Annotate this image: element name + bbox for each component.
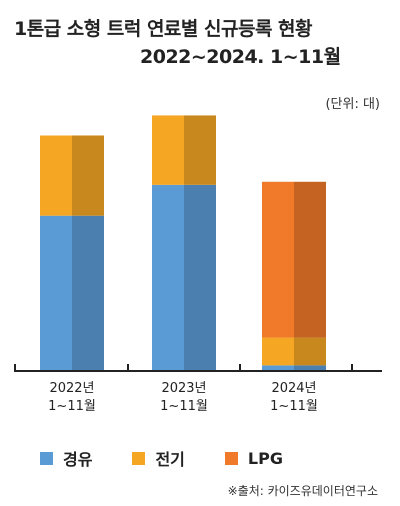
legend-item-lpg: LPG <box>224 448 283 468</box>
bar-segment-electric-2022 <box>40 135 104 216</box>
x-axis <box>14 364 382 372</box>
bar-segment-left-electric-2022 <box>40 135 72 216</box>
bar-segment-left-electric-2023 <box>152 115 184 185</box>
legend-swatch-lpg <box>224 451 238 465</box>
bar-segment-diesel-2023 <box>152 184 216 370</box>
x-tick-label-2023: 2023년 1~11월 <box>160 381 208 414</box>
stacked-bar-chart: 2022년 1~11월 2023년 1~11월 2024년 1~11월 <box>14 115 382 414</box>
bar-segment-right-electric-2022 <box>72 135 104 216</box>
x-axis-labels: 2022년 1~11월 2023년 1~11월 2024년 1~11월 <box>48 381 318 414</box>
bar-segment-left-diesel-2023 <box>152 184 184 370</box>
bar-segment-electric-2023 <box>152 115 216 185</box>
bar-segment-electric-2024 <box>262 337 326 366</box>
x-tick-label-2024: 2024년 1~11월 <box>270 381 318 414</box>
bar-segment-right-lpg-2024 <box>294 181 326 338</box>
bar-segment-diesel-2022 <box>40 215 104 370</box>
bar-segment-left-diesel-2022 <box>40 215 72 370</box>
bars-group <box>40 115 326 370</box>
legend-swatch-diesel <box>40 451 53 465</box>
legend: 경유 전기 LPG <box>40 446 283 470</box>
legend-swatch-electric <box>132 451 146 465</box>
legend-label-lpg: LPG <box>247 448 283 468</box>
bar-segment-left-lpg-2024 <box>262 181 294 338</box>
unit-label: (단위: 대) <box>325 97 380 112</box>
bar-segment-right-diesel-2022 <box>72 215 104 370</box>
legend-item-diesel: 경유 <box>40 446 92 470</box>
bar-segment-left-diesel-2024 <box>262 365 294 370</box>
legend-label-diesel: 경유 <box>63 450 93 469</box>
source-note: ※출처: 카이즈유데이터연구소 <box>227 484 378 498</box>
bar-segment-left-electric-2024 <box>262 337 294 366</box>
chart-title: 1톤급 소형 트럭 연료별 신규등록 현황 <box>14 18 313 40</box>
bar-segment-right-diesel-2024 <box>294 365 326 370</box>
legend-label-electric: 전기 <box>155 450 185 469</box>
bar-segment-lpg-2024 <box>262 181 326 338</box>
bar-segment-right-electric-2024 <box>294 337 326 366</box>
bar-segment-diesel-2024 <box>262 365 326 370</box>
chart-subtitle: 2022~2024. 1~11월 <box>140 46 341 68</box>
legend-item-electric: 전기 <box>132 446 185 470</box>
x-tick-label-2022: 2022년 1~11월 <box>48 381 96 414</box>
bar-segment-right-electric-2023 <box>184 115 216 185</box>
bar-segment-right-diesel-2023 <box>184 184 216 370</box>
